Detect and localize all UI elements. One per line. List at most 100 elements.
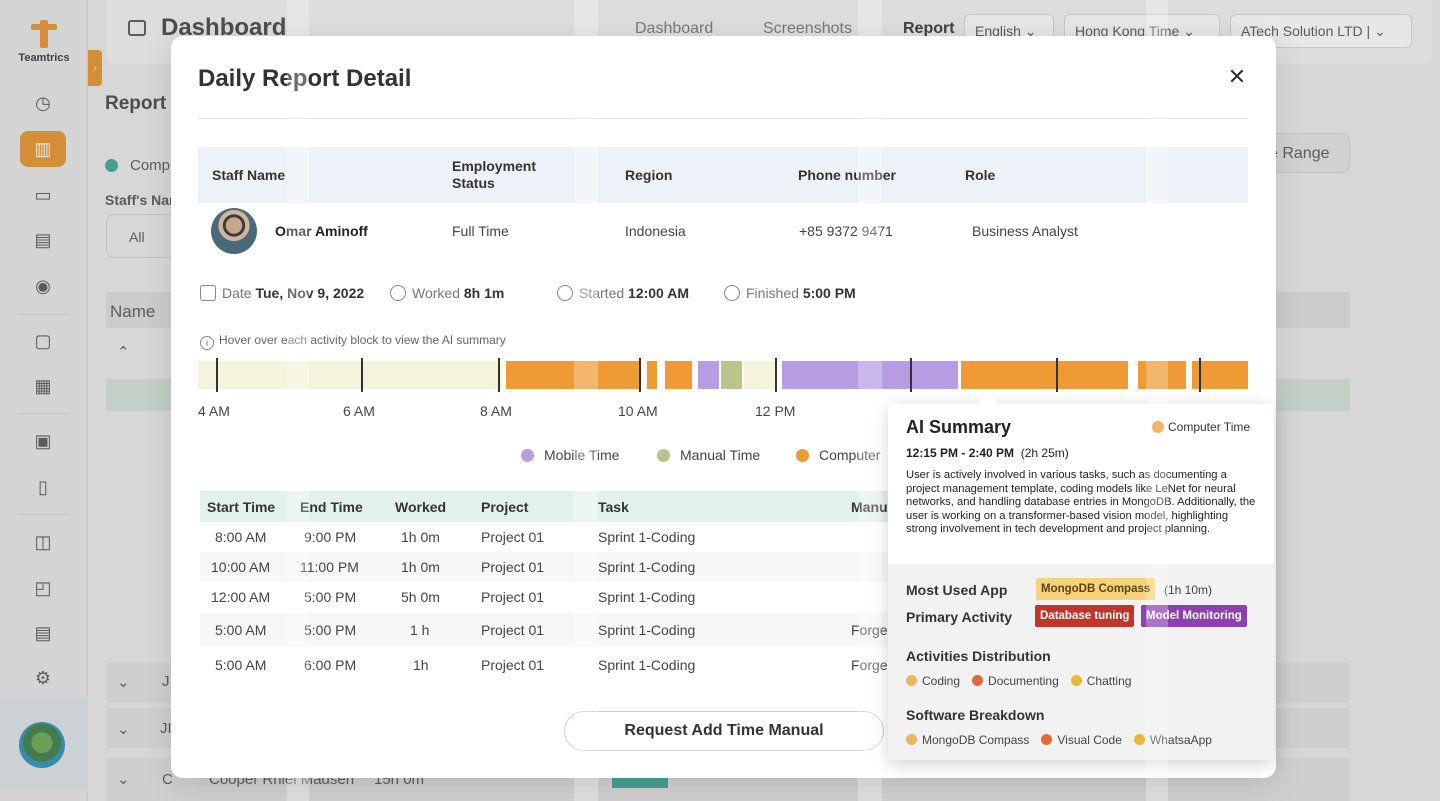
legend-computer: Computer xyxy=(796,447,880,463)
primary-activity-tag: Database tuning xyxy=(1035,605,1135,627)
ai-summary-title: AI Summary xyxy=(906,417,1012,437)
clock-icon xyxy=(390,285,406,301)
timeline-label: 12 PM xyxy=(755,403,796,419)
add-task-icon[interactable]: ▢ xyxy=(34,330,52,351)
header-staff-name: Staff Name xyxy=(212,167,286,183)
table-row[interactable]: 8:00 AM 9:00 PM 1h 0m Project 01 Sprint 1-Co… xyxy=(215,529,696,545)
phone-number: +85 9372 9471 xyxy=(799,223,893,239)
computer-time-block[interactable] xyxy=(665,361,692,389)
computer-time-block[interactable] xyxy=(506,361,640,389)
screenshot-icon[interactable]: ▭ xyxy=(34,184,52,205)
expand-sidebar-button[interactable]: › xyxy=(88,50,102,86)
legend-mobile: Mobile Time xyxy=(521,447,619,463)
meta-date: Date Tue, Nov 9, 2022 xyxy=(200,285,364,301)
timeline-label: 6 AM xyxy=(343,403,375,419)
header-employment-status: Employment Status xyxy=(452,158,537,191)
nav-dashboard[interactable]: Dashboard xyxy=(635,20,714,37)
expand-row-icon[interactable]: ⌄ xyxy=(117,721,130,738)
header-start-time: Start Time xyxy=(207,499,276,515)
tablet-icon[interactable]: ▯ xyxy=(38,476,48,497)
ai-summary-popover: AI Summary Computer Time 12:15 PM - 2:40… xyxy=(888,392,1274,760)
staff-filter-label: Staff's Nar xyxy=(105,192,175,208)
software-breakdown-label: Software Breakdown xyxy=(906,707,1045,723)
legend-partial: Comp xyxy=(105,157,170,174)
summary-details: Most Used App MongoDB Compass (1h 10m) P… xyxy=(888,564,1274,760)
mobile-time-block[interactable] xyxy=(782,361,958,389)
user-avatar-area[interactable] xyxy=(0,698,88,790)
idle-block xyxy=(198,361,502,389)
legend-manual: Manual Time xyxy=(657,447,760,463)
calendar-icon[interactable]: ▣ xyxy=(34,430,52,451)
gamepad-icon[interactable]: ◫ xyxy=(34,531,52,552)
summary-description: User is actively involved in various tas… xyxy=(906,469,1256,535)
activity-timeline[interactable] xyxy=(198,358,1248,392)
user-circle-icon[interactable]: ◉ xyxy=(35,275,51,296)
most-used-app-time: (1h 10m) xyxy=(1164,583,1213,597)
table-row[interactable]: 12:00 AM 5:00 PM 5h 0m Project 01 Sprint 1-C… xyxy=(211,589,696,605)
bg-row-bar xyxy=(612,776,668,788)
computer-time-block[interactable] xyxy=(1192,361,1248,389)
teamtrics-logo: Teamtrics xyxy=(14,20,74,64)
primary-activity-label: Primary Activity xyxy=(906,609,1013,625)
header-role: Role xyxy=(965,167,996,183)
report-chart-icon[interactable]: ▥ xyxy=(20,131,66,167)
staff-name: Omar Aminoff xyxy=(275,223,368,239)
staff-table-header: Staff Name Employment Status Region Phon… xyxy=(198,147,1248,203)
expand-row-icon[interactable]: ⌄ xyxy=(117,771,130,788)
folder-icon[interactable]: ▤ xyxy=(34,229,52,250)
gift-icon[interactable]: ◰ xyxy=(34,577,52,598)
modal-title: Daily Report Detail xyxy=(198,65,412,92)
logo-mark-icon xyxy=(31,20,57,48)
name-column-header[interactable]: Name xyxy=(110,302,156,321)
timeline-label: 8 AM xyxy=(480,403,512,419)
employment-status: Full Time xyxy=(452,223,509,239)
timer-icon[interactable]: ◷ xyxy=(35,92,51,113)
collapse-icon[interactable]: ⌃ xyxy=(117,344,130,361)
activities-list: Coding Documenting Chatting xyxy=(906,674,1143,688)
brand-name: Teamtrics xyxy=(18,52,70,64)
bg-row-avatar: J xyxy=(162,673,170,690)
header-end-time: End Time xyxy=(300,499,363,515)
request-add-time-manual-button[interactable]: Request Add Time Manual xyxy=(564,711,884,751)
expand-row-icon[interactable]: ⌄ xyxy=(117,674,130,691)
activities-distribution-label: Activities Distribution xyxy=(906,648,1051,664)
settings-gear-icon[interactable]: ⚙ xyxy=(34,667,52,688)
software-list: MongoDB Compass Visual Code WhatsaApp xyxy=(906,733,1224,747)
close-icon[interactable]: ✕ xyxy=(1227,64,1247,89)
region: Indonesia xyxy=(625,223,686,239)
nav-report[interactable]: Report xyxy=(903,20,955,37)
mobile-time-block[interactable] xyxy=(698,361,719,389)
bg-row-avatar: C xyxy=(162,771,173,788)
header-worked: Worked xyxy=(395,499,447,515)
info-icon: i xyxy=(200,336,214,350)
meta-started: Started 12:00 AM xyxy=(557,285,689,301)
header-region: Region xyxy=(625,167,673,183)
divider xyxy=(198,118,1248,119)
most-used-app-label: Most Used App xyxy=(906,582,1008,598)
header-phone: Phone number xyxy=(798,167,897,183)
inbox-icon[interactable]: ▦ xyxy=(34,375,52,396)
timeline-label: 10 AM xyxy=(618,403,658,419)
document-icon[interactable]: ▤ xyxy=(34,622,52,643)
header-task: Task xyxy=(598,499,629,515)
header-manual: Manu xyxy=(851,499,888,515)
table-row[interactable]: 5:00 AM 6:00 PM 1h Project 01 Sprint 1-Codin… xyxy=(215,657,888,673)
most-used-app-tag: MongoDB Compass xyxy=(1036,578,1156,600)
bg-row-avatar: JI xyxy=(160,720,172,737)
computer-time-block[interactable] xyxy=(1138,361,1186,389)
play-icon xyxy=(557,285,573,301)
meta-worked: Worked 8h 1m xyxy=(390,285,504,301)
role: Business Analyst xyxy=(972,223,1078,239)
sidebar: Teamtrics ◷ ▥ ▭ ▤ ◉ ▢ ▦ ▣ ▯ ◫ ◰ ▤ ⚙ xyxy=(0,0,88,801)
computer-time-block[interactable] xyxy=(647,361,657,389)
computer-time-block[interactable] xyxy=(961,361,1128,389)
nav-screenshots[interactable]: Screenshots xyxy=(763,20,852,37)
staff-avatar xyxy=(211,208,257,254)
stop-icon xyxy=(724,285,740,301)
hover-hint: i Hover over each activity block to view … xyxy=(200,333,506,350)
user-avatar[interactable] xyxy=(19,722,65,768)
section-title: Report xyxy=(105,93,167,114)
calendar-icon xyxy=(200,285,216,301)
folder-icon xyxy=(128,20,146,36)
manual-time-block[interactable] xyxy=(721,361,742,389)
